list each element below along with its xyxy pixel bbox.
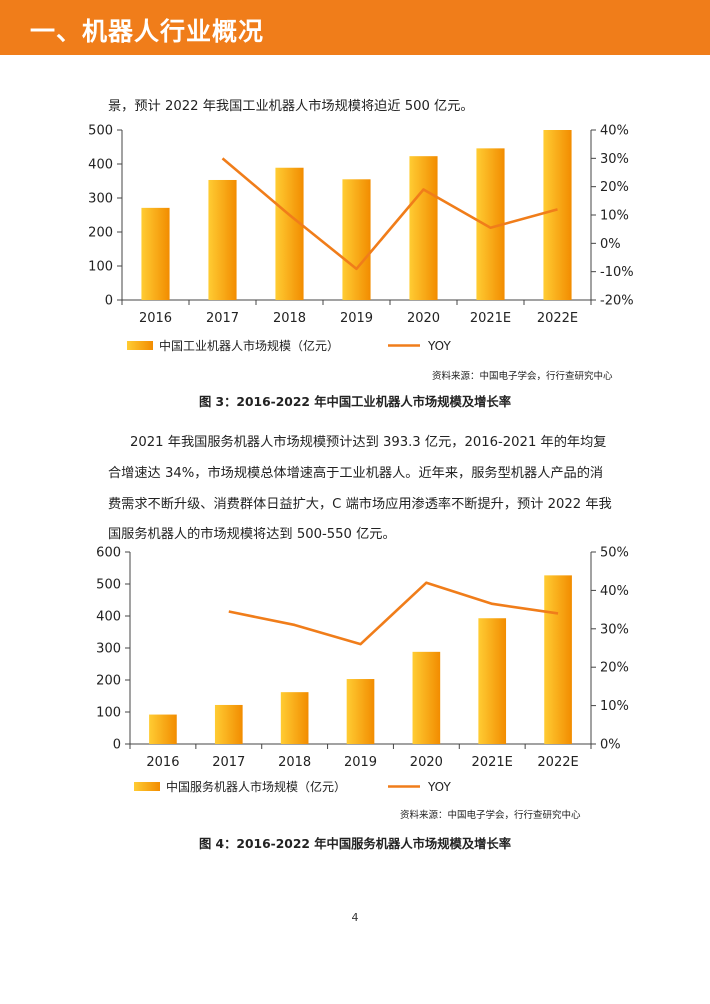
yoy-line bbox=[221, 157, 558, 271]
legend-bar-label: 中国工业机器人市场规模（亿元） bbox=[159, 338, 339, 353]
paragraph-2-line-2: 合增速达 34%，市场规模总体增速高于工业机器人。近年来，服务型机器人产品的消 bbox=[108, 466, 604, 481]
x-tick-label: 2019 bbox=[340, 311, 373, 326]
bar bbox=[280, 692, 309, 744]
legend-bar-swatch bbox=[134, 782, 160, 791]
page-number: 4 bbox=[351, 911, 359, 924]
bar bbox=[346, 679, 375, 744]
x-tick-label: 2022E bbox=[537, 755, 578, 770]
y-tick-label: 100 bbox=[88, 260, 113, 275]
chart-2: 0 100 200 300 400 500 600 0% 10% 20% 30% 40% 50% 2016… bbox=[0, 540, 710, 814]
legend-line-label: YOY bbox=[427, 339, 451, 353]
x-tick-label: 2020 bbox=[407, 311, 440, 326]
legend-bar-label: 中国服务机器人市场规模（亿元） bbox=[166, 779, 346, 794]
y-tick-label: 100 bbox=[96, 706, 121, 721]
y2-tick-label: 30% bbox=[600, 622, 629, 637]
bar bbox=[149, 714, 177, 744]
y-tick-label: 200 bbox=[88, 226, 113, 241]
y2-tick-label: 0% bbox=[600, 738, 621, 753]
y2-tick-label: 10% bbox=[600, 699, 629, 714]
y2-tick-label: 10% bbox=[600, 209, 629, 224]
bar bbox=[412, 651, 441, 744]
y2-tick-label: 30% bbox=[600, 152, 629, 167]
y-tick-label: 300 bbox=[88, 192, 113, 207]
x-tick-label: 2018 bbox=[273, 311, 306, 326]
x-tick-label: 2021E bbox=[470, 311, 511, 326]
paragraph-2-line-4: 国服务机器人的市场规模将达到 500-550 亿元。 bbox=[108, 527, 396, 542]
x-tick-label: 2021E bbox=[472, 755, 513, 770]
x-tick-label: 2022E bbox=[537, 311, 578, 326]
y2-tick-label: 20% bbox=[600, 180, 629, 195]
y-tick-label: 200 bbox=[96, 674, 121, 689]
y-tick-label: 600 bbox=[96, 546, 121, 561]
y2-tick-label: 40% bbox=[600, 584, 629, 599]
y2-tick-label: 0% bbox=[600, 237, 621, 252]
y2-tick-label: -10% bbox=[600, 265, 634, 280]
y-tick-label: 500 bbox=[96, 578, 121, 593]
chart-2-svg: 0 100 200 300 400 500 600 0% 10% 20% 30% 40% 50% 2016… bbox=[96, 546, 629, 795]
x-tick-label: 2017 bbox=[206, 311, 239, 326]
chart-1-svg: 0 100 200 300 400 500 -20% -10% 0% 10% 20% 30% 40% 20… bbox=[88, 124, 634, 354]
legend-line-label: YOY bbox=[427, 780, 451, 794]
y-tick-label: 400 bbox=[96, 610, 121, 625]
x-tick-label: 2017 bbox=[212, 755, 245, 770]
section-title: 一、机器人行业概况 bbox=[30, 17, 265, 46]
bar bbox=[141, 207, 170, 300]
y-tick-label: 300 bbox=[96, 642, 121, 657]
x-tick-label: 2016 bbox=[146, 755, 179, 770]
y-tick-label: 400 bbox=[88, 158, 113, 173]
y2-tick-label: 50% bbox=[600, 546, 629, 561]
chart-1: 0 100 200 300 400 500 -20% -10% 0% 10% 20% 30% 40% 20… bbox=[0, 118, 710, 367]
bar bbox=[275, 167, 304, 300]
bar bbox=[543, 130, 572, 300]
bar bbox=[409, 156, 438, 300]
x-tick-label: 2018 bbox=[278, 755, 311, 770]
section-header: 一、机器人行业概况 bbox=[0, 0, 710, 55]
chart-1-source: 资料来源：中国电子学会，行行查研究中心 bbox=[432, 371, 613, 382]
y2-tick-label: 20% bbox=[600, 661, 629, 676]
legend-bar-swatch bbox=[127, 341, 153, 350]
y-tick-label: 500 bbox=[88, 124, 113, 139]
bar bbox=[214, 704, 243, 744]
y2-tick-label: -20% bbox=[600, 294, 634, 309]
chart-2-source: 资料来源：中国电子学会，行行查研究中心 bbox=[400, 810, 581, 821]
yoy-line bbox=[228, 581, 559, 646]
bar bbox=[478, 618, 507, 744]
y2-tick-label: 40% bbox=[600, 124, 629, 139]
x-tick-label: 2016 bbox=[139, 311, 172, 326]
x-tick-label: 2020 bbox=[410, 755, 443, 770]
chart-1-caption: 图 3：2016-2022 年中国工业机器人市场规模及增长率 bbox=[198, 395, 512, 409]
chart-2-caption: 图 4：2016-2022 年中国服务机器人市场规模及增长率 bbox=[198, 837, 512, 851]
y-tick-label: 0 bbox=[113, 738, 121, 753]
paragraph-2-line-1: 2021 年我国服务机器人市场规模预计达到 393.3 亿元，2016-2021… bbox=[130, 435, 607, 450]
y-tick-label: 0 bbox=[105, 294, 113, 309]
paragraph-1: 景，预计 2022 年我国工业机器人市场规模将迫近 500 亿元。 bbox=[108, 99, 474, 114]
bar bbox=[208, 179, 237, 300]
bar bbox=[544, 575, 572, 744]
bar bbox=[342, 179, 371, 300]
x-tick-label: 2019 bbox=[344, 755, 377, 770]
paragraph-2-line-3: 费需求不断升级、消费群体日益扩大，C 端市场应用渗透率不断提升，预计 2022 … bbox=[108, 497, 612, 512]
